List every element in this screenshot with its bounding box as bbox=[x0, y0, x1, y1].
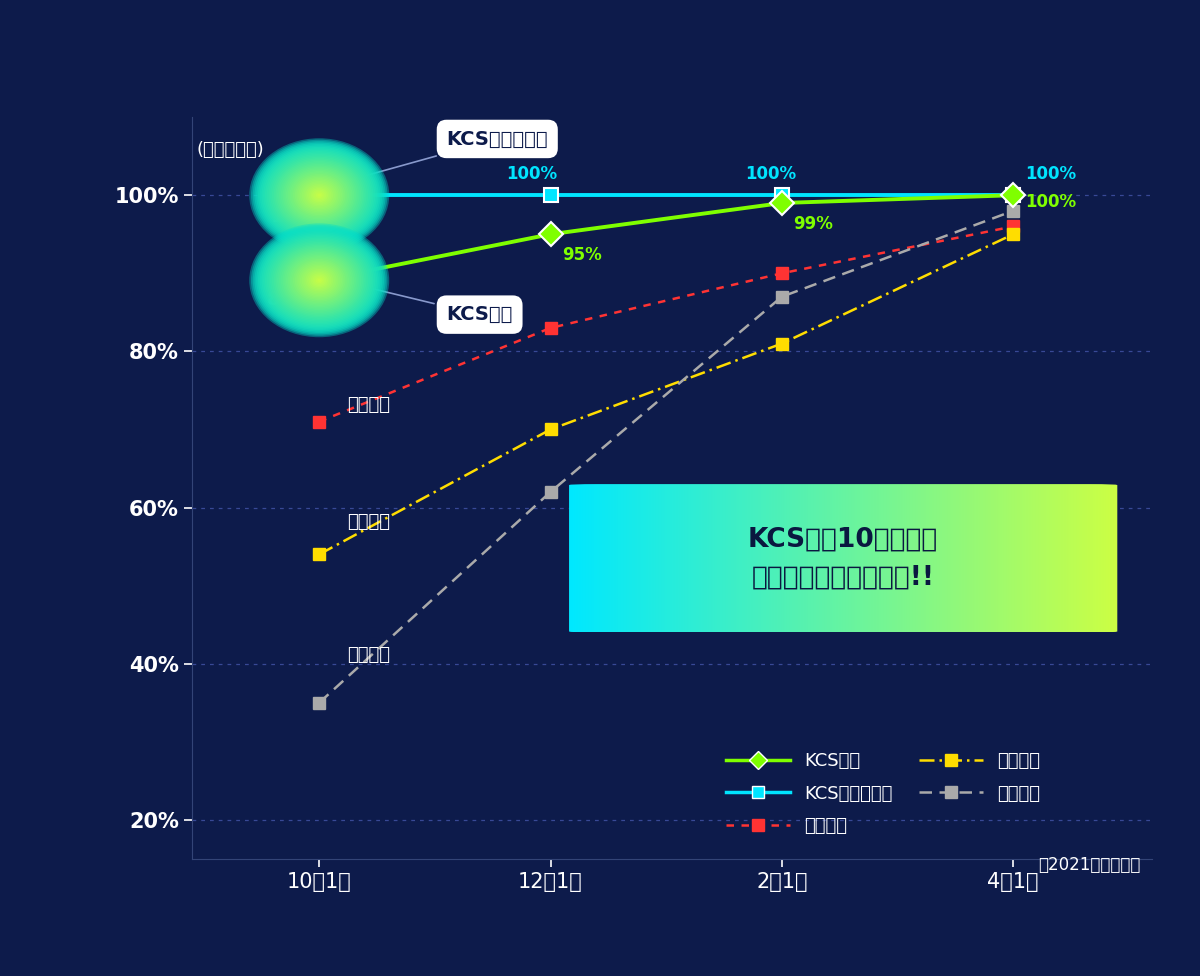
Text: KCS全体: KCS全体 bbox=[341, 281, 512, 324]
Text: 100%: 100% bbox=[745, 166, 796, 183]
Text: KCS大学併修科: KCS大学併修科 bbox=[341, 130, 548, 183]
Text: 全国短大: 全国短大 bbox=[347, 646, 390, 664]
Text: (就職内定率): (就職内定率) bbox=[197, 141, 264, 158]
Text: 100%: 100% bbox=[1025, 193, 1076, 211]
Text: 100%: 100% bbox=[271, 207, 331, 225]
Text: 100%: 100% bbox=[1025, 166, 1076, 183]
Text: （2021年度実績）: （2021年度実績） bbox=[1038, 857, 1140, 874]
Text: 95%: 95% bbox=[562, 246, 602, 264]
Text: 89.1%: 89.1% bbox=[266, 291, 335, 309]
Legend: KCS全体, KCS大学併修科, 全国大学, 全国専門, 全国短大: KCS全体, KCS大学併修科, 全国大学, 全国専門, 全国短大 bbox=[726, 752, 1040, 835]
Text: 全国大学: 全国大学 bbox=[347, 396, 390, 414]
Text: KCS生は10月時点で
ほとんど就職内定済み!!: KCS生は10月時点で ほとんど就職内定済み!! bbox=[748, 526, 938, 590]
Text: 99%: 99% bbox=[793, 215, 833, 232]
Text: 100%: 100% bbox=[506, 166, 558, 183]
Text: 全国専門: 全国専門 bbox=[347, 513, 390, 531]
